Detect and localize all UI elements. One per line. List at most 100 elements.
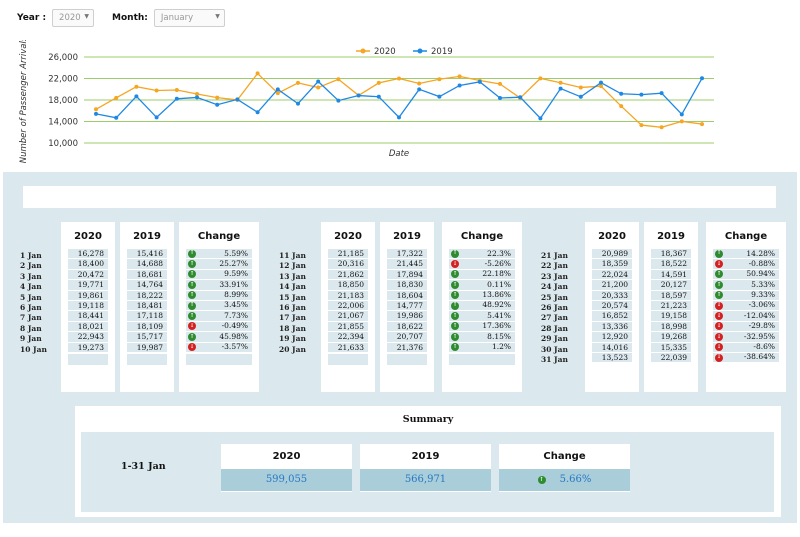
arrow-up-icon: ↑ [451, 343, 459, 352]
arrow-up-icon: ↑ [188, 270, 196, 279]
table-cell: 20,333 [592, 290, 632, 301]
table-cell: ↓ -0.49% [186, 321, 252, 333]
table-cell: 15,335 [651, 342, 691, 353]
table-cell: 18,604 [387, 290, 427, 301]
arrow-down-icon: ↓ [188, 322, 196, 331]
date-label: 3 Jan [20, 271, 42, 281]
chevron-down-icon: ▼ [84, 13, 90, 20]
change-value: 14.28% [746, 248, 775, 258]
table-cell: 17,118 [127, 311, 167, 322]
data-point-2019 [498, 96, 502, 101]
data-point-2020 [215, 95, 220, 100]
date-column: 11 Jan 12 Jan 13 Jan 14 Jan 15 Jan 16 Jan 17 J… [279, 251, 306, 355]
data-point-2019 [316, 79, 321, 84]
table-cell: ↑ 14.28% [713, 248, 779, 260]
panel-header-bar [23, 186, 776, 208]
table-cell: ↑ 33.91% [186, 279, 252, 291]
data-point-2019 [154, 115, 159, 120]
change-value: -3.57% [221, 342, 248, 352]
change-value: 33.91% [219, 279, 248, 289]
table-cell: 18,850 [328, 280, 368, 291]
table-cell: ↑ 22.18% [449, 269, 515, 281]
summary-change-header: Change [543, 451, 586, 462]
date-label: 9 Jan [20, 334, 42, 344]
date-label: 24 Jan [541, 282, 568, 292]
change-value: 9.33% [751, 290, 775, 300]
date-label: 4 Jan [20, 282, 42, 292]
table-cell: 18,021 [68, 321, 108, 333]
table-cell: ↓ -12.04% [713, 311, 779, 322]
empty-cell [387, 353, 427, 366]
arrow-down-icon: ↓ [715, 332, 723, 341]
data-point-2020 [134, 84, 139, 89]
empty-cell [328, 353, 368, 366]
summary-change-text: 5.66% [559, 474, 592, 485]
change-value: 5.41% [487, 310, 511, 320]
table-cell: ↑ 5.33% [713, 280, 779, 291]
month-select[interactable]: January ▼ [153, 9, 225, 27]
y-axis-label: Number of Passenger Arrivals [19, 40, 29, 163]
table-cell: 14,688 [127, 259, 167, 270]
summary-2019-box: 2019 566,971 [360, 444, 491, 492]
change-value: -38.64% [743, 352, 775, 362]
change-value: 3.45% [224, 300, 248, 310]
date-label: 13 Jan [279, 271, 306, 281]
data-point-2019 [599, 80, 603, 85]
summary-change-box: Change ↑ 5.66% [499, 444, 630, 492]
table-cell: 19,268 [651, 332, 691, 343]
change-value: 17.36% [482, 321, 511, 331]
2020-column-header: 2020 [334, 231, 362, 242]
arrow-down-icon: ↓ [715, 260, 723, 269]
arrow-up-icon: ↑ [451, 322, 459, 331]
summary-2019-header: 2019 [411, 451, 440, 462]
change-value: 50.94% [746, 269, 775, 279]
legend-label: 2019 [431, 47, 453, 57]
data-point-2020 [700, 122, 704, 127]
date-label: 7 Jan [20, 313, 42, 323]
table-cell: ↑ 45.98% [186, 331, 252, 343]
year-select[interactable]: 2020 ▼ [52, 9, 95, 27]
table-cell: ↓ -3.06% [713, 300, 779, 312]
table-cell: 17,322 [387, 249, 427, 260]
table-cell: 21,633 [328, 342, 368, 353]
date-label: 21 Jan [541, 251, 568, 260]
date-label: 14 Jan [279, 282, 306, 292]
data-point-2020 [114, 95, 119, 100]
legend-marker [360, 48, 366, 54]
table-cell: ↑ 48.92% [449, 300, 515, 312]
2019-column-card: 2019 18,367 18,522 14,591 20,127 18,597 21,223… [644, 222, 698, 392]
table-cell: 17,894 [387, 269, 427, 281]
table-cell: 18,830 [387, 280, 427, 291]
data-point-2020 [498, 81, 502, 86]
y-tick-label: 10,000 [48, 139, 78, 149]
date-label: 30 Jan [541, 344, 568, 354]
table-cell: 21,223 [651, 300, 691, 312]
2019-column-header: 2019 [657, 231, 685, 242]
table-cell: 19,861 [68, 290, 108, 301]
data-point-2020 [659, 125, 664, 130]
data-point-2020 [174, 87, 179, 92]
change-value: -32.95% [743, 331, 775, 341]
arrow-down-icon: ↓ [451, 260, 459, 269]
2019-column-header: 2019 [133, 231, 161, 242]
2020-column-card: 2020 21,185 20,316 21,862 18,850 21,183 22,006… [321, 222, 375, 392]
table-cell: 13,523 [592, 352, 632, 364]
table-cell: 22,024 [592, 269, 632, 281]
table-cell: ↓ -32.95% [713, 331, 779, 343]
data-point-2020 [296, 80, 300, 85]
data-point-2020 [376, 80, 381, 85]
arrow-up-icon: ↑ [715, 249, 723, 258]
change-value: 7.73% [224, 310, 248, 320]
table-cell: 21,862 [328, 269, 368, 281]
table-cell: ↑ 5.41% [449, 310, 515, 322]
date-label: 10 Jan [20, 344, 47, 354]
change-column-header: Change [460, 231, 504, 242]
year-label: Year : [17, 13, 47, 23]
table-cell: 16,852 [592, 311, 632, 322]
change-value: 45.98% [219, 331, 248, 341]
legend-label: 2020 [374, 47, 396, 57]
arrow-down-icon: ↓ [715, 301, 723, 310]
table-cell: 19,771 [68, 280, 108, 291]
change-value: -0.88% [748, 258, 775, 268]
table-cell: ↑ 5.59% [186, 249, 252, 260]
